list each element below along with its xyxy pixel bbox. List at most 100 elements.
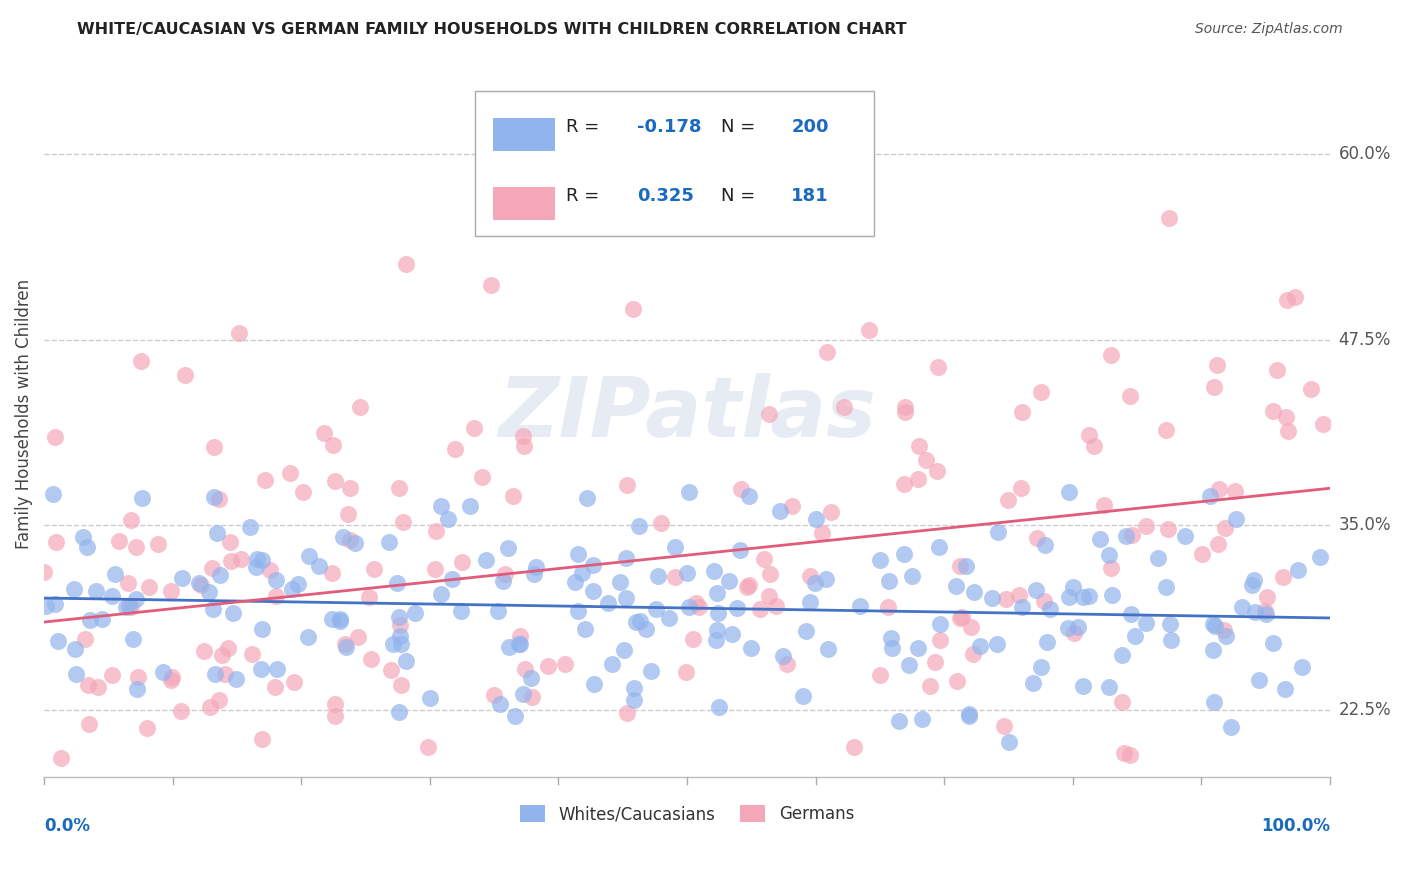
Point — [1160, 632, 1182, 647]
Point — [1115, 529, 1137, 543]
Point — [1254, 607, 1277, 621]
Point — [596, 596, 619, 610]
Point — [758, 589, 780, 603]
Point — [378, 535, 401, 549]
Point — [392, 515, 415, 529]
Point — [1057, 484, 1080, 499]
Point — [730, 542, 752, 557]
Point — [380, 663, 402, 677]
Point — [907, 472, 929, 486]
Point — [1010, 481, 1032, 495]
Point — [1083, 439, 1105, 453]
Point — [1202, 695, 1225, 709]
Point — [1021, 675, 1043, 690]
Point — [735, 581, 758, 595]
Point — [658, 611, 681, 625]
Point — [509, 637, 531, 651]
Point — [512, 439, 534, 453]
Point — [292, 484, 315, 499]
Point — [502, 489, 524, 503]
Point — [498, 640, 520, 655]
Point — [817, 642, 839, 657]
Point — [907, 439, 929, 453]
Point — [131, 354, 153, 368]
Point — [329, 614, 352, 628]
Point — [1039, 602, 1062, 616]
Point — [205, 526, 228, 541]
Point — [614, 591, 637, 605]
Point — [308, 558, 330, 573]
Point — [571, 566, 593, 580]
Point — [1198, 490, 1220, 504]
Point — [685, 596, 707, 610]
Point — [239, 520, 262, 534]
Point — [893, 476, 915, 491]
Point — [772, 649, 794, 664]
Point — [1078, 428, 1101, 442]
Point — [704, 633, 727, 648]
Point — [1036, 635, 1059, 649]
Point — [1025, 582, 1047, 597]
Point — [814, 572, 837, 586]
Point — [486, 604, 509, 618]
Point — [388, 706, 411, 720]
Point — [475, 553, 498, 567]
Point — [664, 540, 686, 554]
Point — [1078, 589, 1101, 603]
Point — [869, 667, 891, 681]
Point — [894, 405, 917, 419]
Point — [458, 499, 481, 513]
Point — [264, 590, 287, 604]
Point — [995, 591, 1018, 606]
Point — [75, 632, 97, 646]
Point — [1071, 679, 1094, 693]
Point — [496, 541, 519, 556]
Point — [1223, 484, 1246, 499]
Point — [1157, 522, 1180, 536]
Point — [350, 781, 373, 796]
Point — [1033, 594, 1056, 608]
Point — [494, 566, 516, 581]
Point — [1026, 531, 1049, 545]
Point — [63, 582, 86, 596]
Point — [792, 689, 814, 703]
Point — [1244, 605, 1267, 619]
Point — [537, 659, 560, 673]
Point — [287, 577, 309, 591]
Point — [523, 567, 546, 582]
Point — [758, 566, 780, 581]
Point — [1240, 577, 1263, 591]
Point — [1008, 588, 1031, 602]
Point — [928, 541, 950, 555]
Point — [76, 678, 98, 692]
Point — [929, 617, 952, 632]
FancyBboxPatch shape — [494, 187, 554, 219]
Point — [650, 516, 672, 530]
Point — [388, 481, 411, 495]
Point — [946, 674, 969, 689]
Point — [1121, 607, 1143, 621]
Point — [321, 611, 343, 625]
Point — [889, 714, 911, 728]
Point — [264, 680, 287, 694]
Point — [718, 574, 741, 588]
Point — [879, 574, 901, 588]
Point — [198, 585, 221, 599]
Point — [993, 719, 1015, 733]
Point — [160, 673, 183, 687]
Point — [849, 599, 872, 613]
Point — [46, 633, 69, 648]
Point — [266, 662, 288, 676]
Point — [146, 537, 169, 551]
Point — [1208, 482, 1230, 496]
Text: 60.0%: 60.0% — [1339, 145, 1391, 163]
Point — [430, 587, 453, 601]
Point — [512, 428, 534, 442]
Point — [703, 564, 725, 578]
Legend: Whites/Caucasians, Germans: Whites/Caucasians, Germans — [513, 798, 860, 830]
Point — [249, 662, 271, 676]
Point — [804, 576, 827, 591]
Point — [1062, 580, 1084, 594]
Point — [512, 687, 534, 701]
Point — [754, 552, 776, 566]
